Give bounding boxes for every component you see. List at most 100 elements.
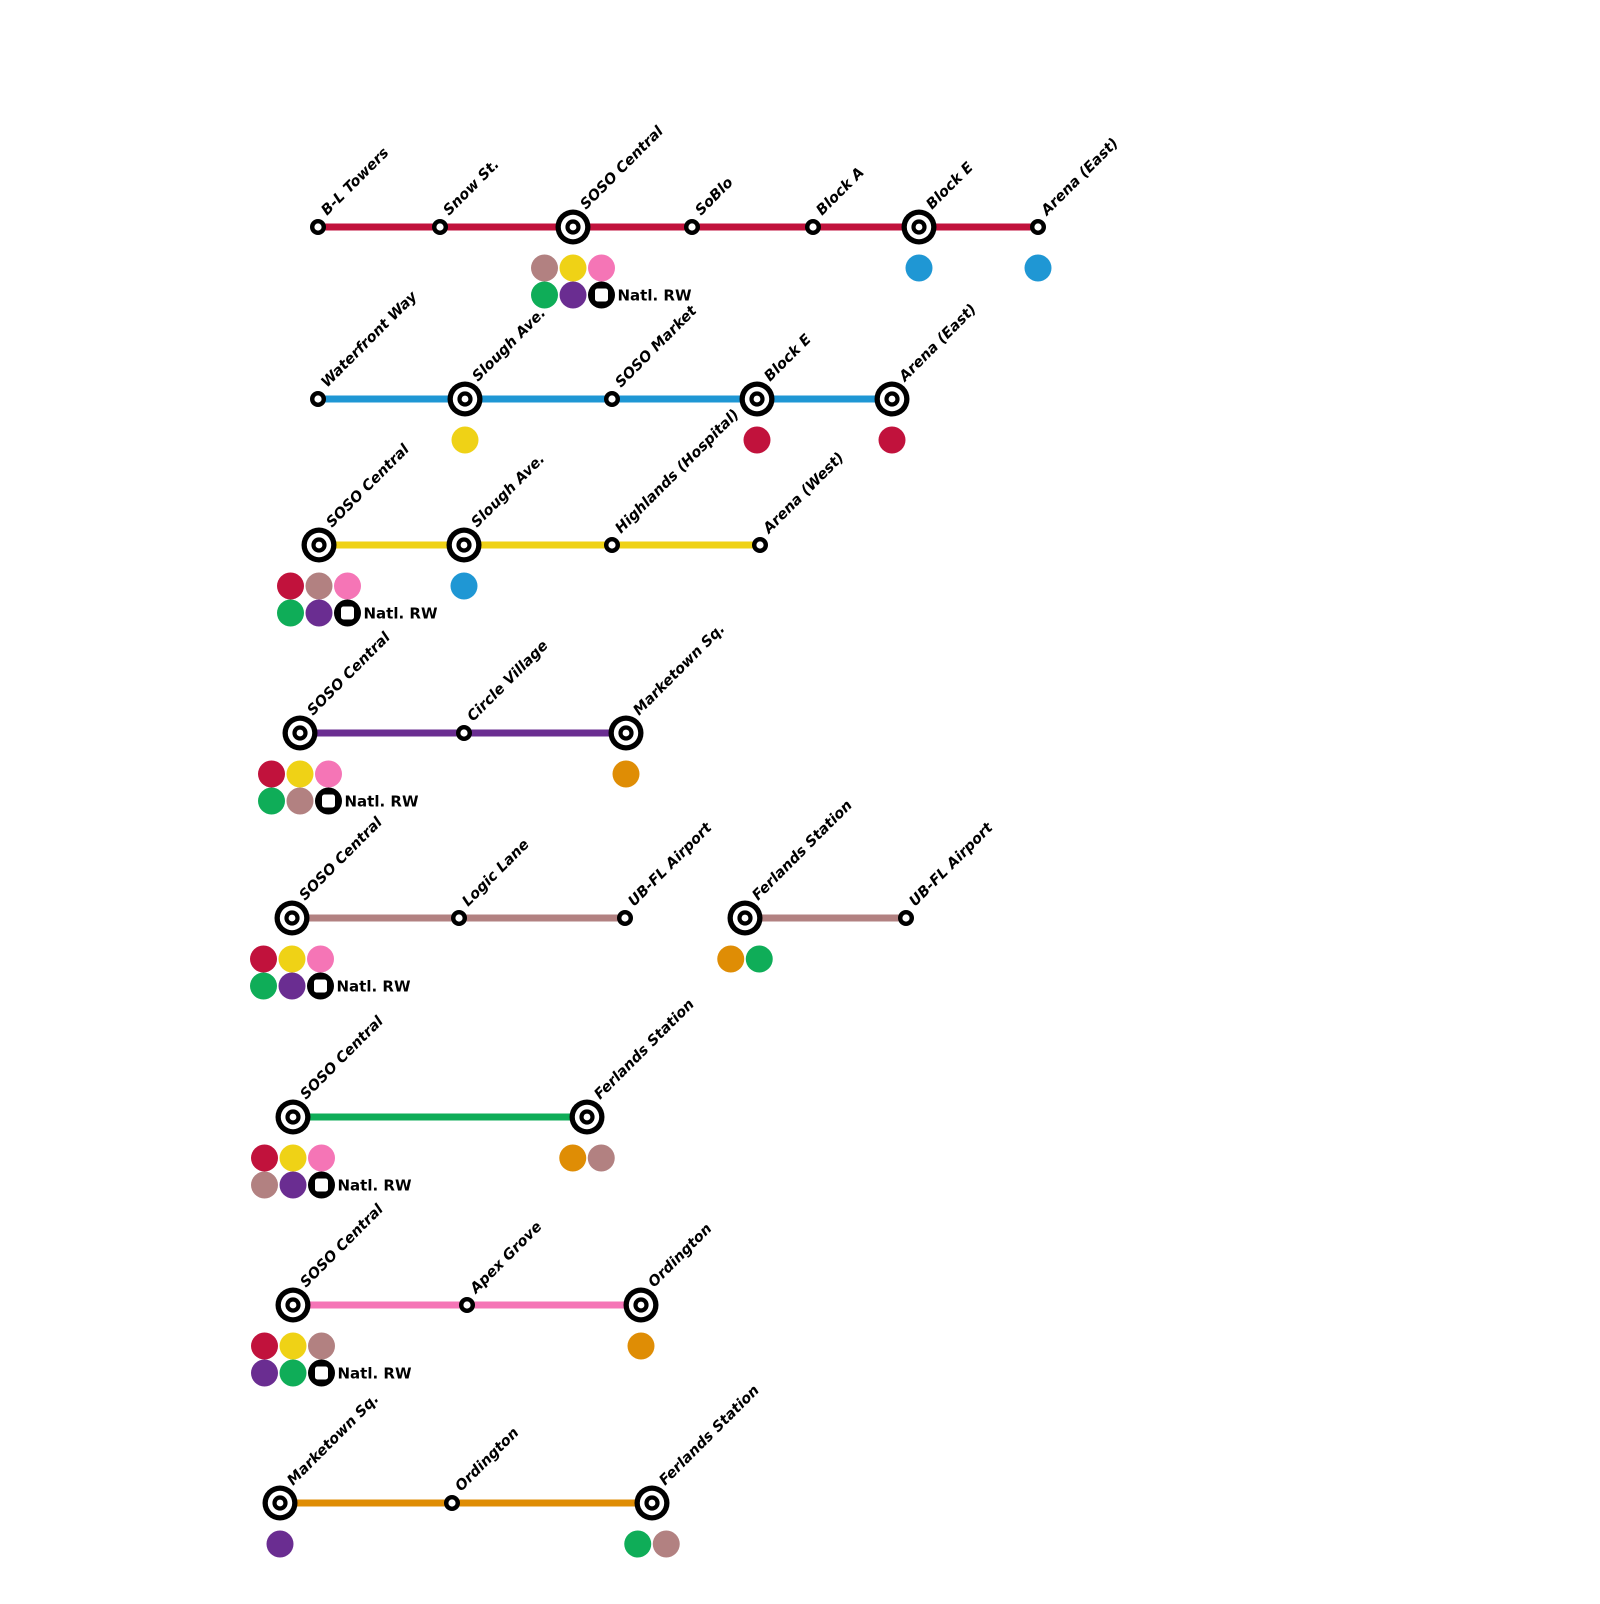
station-soso-central-core	[569, 223, 577, 231]
station-soblo-core	[688, 223, 696, 231]
connection-dot-orange	[627, 1332, 655, 1360]
station-label-ordington: Ordington	[453, 1425, 523, 1495]
natl-rw-icon-square	[315, 1366, 328, 1380]
station-slough-ave-core	[460, 541, 468, 549]
connection-dot-mauve	[587, 1144, 615, 1172]
natl-rw-icon-square	[595, 288, 608, 302]
connection-dot-mauve	[251, 1171, 278, 1199]
station-ferlands-station-core	[583, 1113, 591, 1121]
station-label-slough-ave: Slough Ave.	[470, 305, 550, 385]
station-label-slough-ave: Slough Ave.	[469, 451, 549, 531]
station-block-e-core	[753, 395, 761, 403]
station-label-block-e: Block E	[924, 160, 977, 213]
station-label-apex-grove: Apex Grove	[467, 1219, 546, 1298]
station-ordington-core	[637, 1301, 645, 1309]
station-label-ferlands-station: Ferlands Station	[657, 1383, 763, 1489]
connection-dot-orange	[612, 760, 640, 788]
connection-dot-purple	[266, 1530, 294, 1558]
connection-dot-pink	[315, 760, 342, 788]
connection-dot-crimson	[250, 945, 277, 973]
station-slough-ave-core	[461, 395, 469, 403]
station-label-soso-central: SOSO Central	[298, 1013, 388, 1103]
connection-dot-crimson	[277, 572, 304, 600]
station-soso-central-core	[315, 541, 323, 549]
station-arena-east-core	[1034, 223, 1042, 231]
connection-dot-purple	[305, 599, 333, 627]
station-marketown-sq-core	[622, 729, 630, 737]
station-label-ub-fl-airport: UB-FL Airport	[626, 819, 716, 909]
connection-dot-green	[531, 281, 558, 309]
station-label-ferlands-station: Ferlands Station	[592, 997, 698, 1103]
station-label-logic-lane: Logic Lane	[460, 837, 533, 910]
connection-dot-crimson	[251, 1332, 278, 1360]
station-label-arena-east: Arena (East)	[896, 301, 980, 385]
line-group-line-4: Natl. RW SOSO Central Circle Village Market…	[258, 621, 729, 815]
station-apex-grove-core	[463, 1301, 471, 1309]
station-soso-central-core	[296, 729, 304, 737]
station-b-l-towers-core	[314, 223, 322, 231]
natl-rw-label: Natl. RW	[345, 793, 419, 811]
station-label-circle-village: Circle Village	[465, 638, 552, 725]
connection-dot-yellow	[278, 945, 306, 973]
natl-rw-icon-square	[341, 606, 354, 620]
station-ordington-core	[448, 1499, 456, 1507]
connection-dot-yellow	[286, 760, 314, 788]
station-waterfront-way-core	[314, 395, 322, 403]
connection-dot-pink	[334, 572, 361, 600]
station-ub-fl-airport-core	[902, 914, 910, 922]
station-block-e-core	[915, 223, 923, 231]
connection-dot-yellow	[279, 1144, 307, 1172]
connection-dot-mauve	[652, 1530, 680, 1558]
connection-dot-blue	[905, 254, 933, 282]
line-group-line-5b: Ferlands Station UB-FL Airport	[717, 798, 997, 973]
station-soso-central-core	[289, 1301, 297, 1309]
station-label-b-l-towers: B-L Towers	[319, 145, 393, 219]
natl-rw-label: Natl. RW	[338, 1177, 412, 1195]
line-group-line-1: B-L Towers Snow St. Natl. RW SOSO Central So…	[310, 123, 1122, 309]
station-label-highlands-hospital: Highlands (Hospital)	[613, 407, 743, 537]
connection-dot-green	[258, 787, 285, 815]
connection-dot-green	[279, 1359, 307, 1387]
station-label-arena-east: Arena (East)	[1038, 135, 1122, 219]
station-label-block-e: Block E	[762, 332, 815, 385]
connection-dot-crimson	[878, 426, 906, 454]
natl-rw-icon-square	[314, 979, 327, 993]
connection-dot-crimson	[258, 760, 285, 788]
station-logic-lane-core	[455, 914, 463, 922]
line-group-line-7: Natl. RW SOSO Central Apex Grove Ordington	[251, 1201, 715, 1387]
station-label-marketown-sq: Marketown Sq.	[631, 621, 729, 719]
natl-rw-label: Natl. RW	[337, 978, 411, 996]
line-group-line-6: Natl. RW SOSO Central Ferlands Station	[251, 997, 698, 1199]
connection-dot-blue	[450, 572, 478, 600]
connection-dot-crimson	[743, 426, 771, 454]
station-label-soso-central: SOSO Central	[298, 1201, 388, 1291]
station-arena-east-core	[888, 395, 896, 403]
connection-dot-mauve	[308, 1332, 335, 1360]
station-ferlands-station-core	[741, 914, 749, 922]
connection-dot-orange	[559, 1144, 587, 1172]
station-label-block-a: Block A	[814, 165, 868, 219]
station-label-arena-west: Arena (West)	[760, 450, 848, 538]
connection-dot-purple	[251, 1359, 278, 1387]
station-label-soso-central: SOSO Central	[578, 123, 668, 213]
connection-dot-purple	[559, 281, 587, 309]
station-label-waterfront-way: Waterfront Way	[319, 288, 421, 390]
line-group-line-2: Waterfront Way Slough Ave. SOSO Market Bloc…	[310, 288, 980, 454]
station-snow-st-core	[436, 223, 444, 231]
connection-dot-orange	[717, 945, 745, 973]
natl-rw-label: Natl. RW	[364, 605, 438, 623]
line-group-line-5a: Natl. RW SOSO Central Logic Lane UB-FL Airp…	[250, 814, 716, 1000]
station-arena-west-core	[756, 541, 764, 549]
natl-rw-icon-square	[322, 794, 335, 808]
connection-dot-mauve	[305, 572, 333, 600]
station-label-soso-central: SOSO Central	[324, 441, 414, 531]
connection-dot-green	[745, 945, 773, 973]
station-label-ub-fl-airport: UB-FL Airport	[907, 819, 997, 909]
connection-dot-yellow	[559, 254, 587, 282]
station-block-a-core	[809, 223, 817, 231]
connection-dot-blue	[1024, 254, 1052, 282]
station-ub-fl-airport-core	[621, 914, 629, 922]
connection-dot-pink	[588, 254, 615, 282]
station-label-ferlands-station: Ferlands Station	[750, 798, 856, 904]
